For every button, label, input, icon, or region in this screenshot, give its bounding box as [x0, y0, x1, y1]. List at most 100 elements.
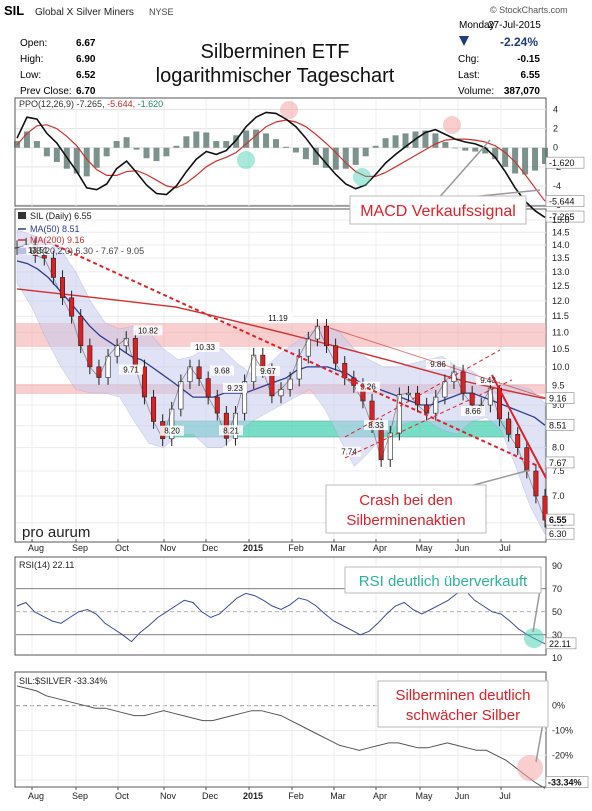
- bb-legend-swatch: [18, 248, 26, 254]
- high-label: High:: [20, 54, 43, 65]
- prev-close-value: 6.70: [76, 86, 96, 97]
- ppo-legend-name: PPO(12,26,9): [19, 99, 74, 109]
- downtrend-line: [54, 244, 541, 468]
- ppo-histogram-bar: [53, 147, 60, 163]
- volume-label: Volume:: [458, 86, 494, 97]
- month-label: 2015: [243, 543, 263, 553]
- quote-date: 27-Jul-2015: [488, 20, 541, 31]
- month-label: Dec: [202, 543, 219, 553]
- ppo-histogram-bar: [233, 135, 240, 148]
- crash-callout-line2: Silberminenaktien: [346, 512, 465, 529]
- price-label: 10.33: [195, 343, 216, 352]
- ratio-callout-line1: Silberminen deutlich: [395, 687, 530, 704]
- price-right-tag: [545, 513, 575, 526]
- ppo-line: [16, 111, 546, 219]
- chg-value: -0.15: [517, 54, 540, 65]
- month-axis-bottom: Aug Sep Oct Nov Dec 2015 Feb Mar Apr May Jun Jul: [28, 787, 511, 801]
- ppo-histogram-bar: [542, 147, 548, 164]
- price-label-bg: [256, 366, 280, 377]
- price-label-bg: [190, 342, 220, 353]
- rsi-right-label: 22.11: [549, 639, 571, 649]
- price-right-label: 6.55: [549, 515, 567, 525]
- price-label: 13.51: [28, 246, 49, 255]
- month-label: Dec: [202, 791, 219, 801]
- ppo-histogram-bar: [163, 147, 170, 157]
- crash-callout-line1: Crash bei den: [359, 492, 452, 509]
- month-label: Oct: [115, 791, 130, 801]
- exchange: NYSE: [149, 7, 174, 17]
- price-label-bg: [263, 313, 293, 324]
- ppo-histogram-bar: [123, 137, 130, 148]
- ratio-right-tag: [545, 776, 589, 788]
- price-tick-label: 11.0: [552, 327, 569, 337]
- price-label: 9.71: [123, 366, 139, 375]
- price-tick-label: 10.0: [552, 362, 570, 372]
- macd-callout: MACD Verkaufssignal: [360, 203, 516, 220]
- price-line: [16, 244, 546, 521]
- lower-channel-line: [344, 379, 513, 459]
- ppo-right-tag: [545, 210, 585, 223]
- price-right-tag: [545, 456, 575, 469]
- ppo-histogram-bar: [223, 141, 230, 148]
- ppo-histogram-bar: [332, 147, 339, 170]
- ratio-panel-frame: [14, 671, 547, 788]
- price-tick-label: 10.5: [552, 344, 570, 354]
- ratio-line: [16, 685, 546, 789]
- ppo-histogram-bar: [93, 147, 100, 168]
- sil-legend-swatch: [18, 212, 26, 219]
- high-value: 6.90: [76, 54, 96, 65]
- rsi-panel-frame: [14, 556, 547, 656]
- ppo-histogram-bar: [442, 142, 449, 148]
- ppo-histogram-bar: [173, 145, 180, 148]
- rsi-right-tag: [545, 637, 577, 650]
- ppo-tick-label: -4: [553, 181, 561, 191]
- ppo-histogram-bar: [193, 131, 200, 148]
- price-tick-label: 9.5: [552, 380, 565, 390]
- price-right-label: 7.67: [549, 458, 567, 468]
- price-label-bg: [364, 420, 388, 431]
- price-label: 9.86: [430, 360, 446, 369]
- ppo-histogram-bar: [492, 147, 499, 160]
- price-label-bg: [426, 358, 450, 369]
- stockcharts-credit: © StockCharts.com: [490, 5, 568, 15]
- month-label: Nov: [160, 791, 177, 801]
- ppo-histogram-bar: [532, 147, 539, 171]
- ppo-right-tag: [545, 156, 585, 169]
- price-label-bg: [23, 244, 53, 255]
- ppo-histogram-bar: [292, 147, 299, 153]
- rsi-tick-label: 50: [552, 607, 562, 617]
- chart-header: SIL Global X Silver Miners NYSE © StockC…: [4, 3, 568, 97]
- ppo-histogram-bar: [452, 147, 459, 149]
- chg-label: Chg:: [458, 54, 479, 65]
- crash-pointer: [469, 469, 531, 487]
- price-label-bg: [160, 425, 184, 436]
- ppo-histogram-bar: [282, 146, 289, 148]
- ppo-histogram-bar: [113, 141, 120, 148]
- price-legend-sil: SIL (Daily) 6.55: [30, 211, 92, 221]
- ppo-right-label: -5.644: [549, 197, 575, 207]
- price-label: 8.20: [164, 427, 180, 436]
- month-label: Apr: [373, 543, 387, 553]
- price-tick-label: 13.5: [552, 253, 570, 263]
- ratio-legend: SIL:$SILVER -33.34%: [19, 676, 107, 686]
- price-right-tag: [545, 418, 575, 431]
- month-label: Aug: [28, 543, 44, 553]
- ticker-name: Global X Silver Miners: [35, 7, 134, 18]
- month-label: Oct: [115, 543, 130, 553]
- volume-value: 387,070: [504, 86, 541, 97]
- ppo-histogram-bar: [382, 138, 389, 148]
- month-label: Mar: [330, 543, 346, 553]
- price-label-bg: [476, 375, 500, 386]
- ppo-histogram-bar: [392, 135, 399, 148]
- price-label: 10.82: [138, 326, 159, 335]
- down-triangle-icon: [459, 36, 469, 46]
- ppo-right-tag: [545, 195, 585, 207]
- ppo-histogram-bar: [143, 147, 150, 159]
- month-label: Jul: [499, 791, 511, 801]
- ppo-histogram-bar: [312, 147, 319, 165]
- price-label: 9.68: [214, 367, 230, 376]
- price-label: 8.33: [368, 421, 384, 430]
- ppo-histogram-bar: [243, 130, 250, 148]
- rsi-tick-label: 10: [552, 653, 562, 663]
- price-legend-bb: BB(20,2.0) 6.30 - 7.67 - 9.05: [30, 246, 144, 256]
